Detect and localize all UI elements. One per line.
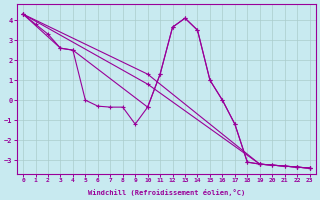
X-axis label: Windchill (Refroidissement éolien,°C): Windchill (Refroidissement éolien,°C) [88,189,245,196]
